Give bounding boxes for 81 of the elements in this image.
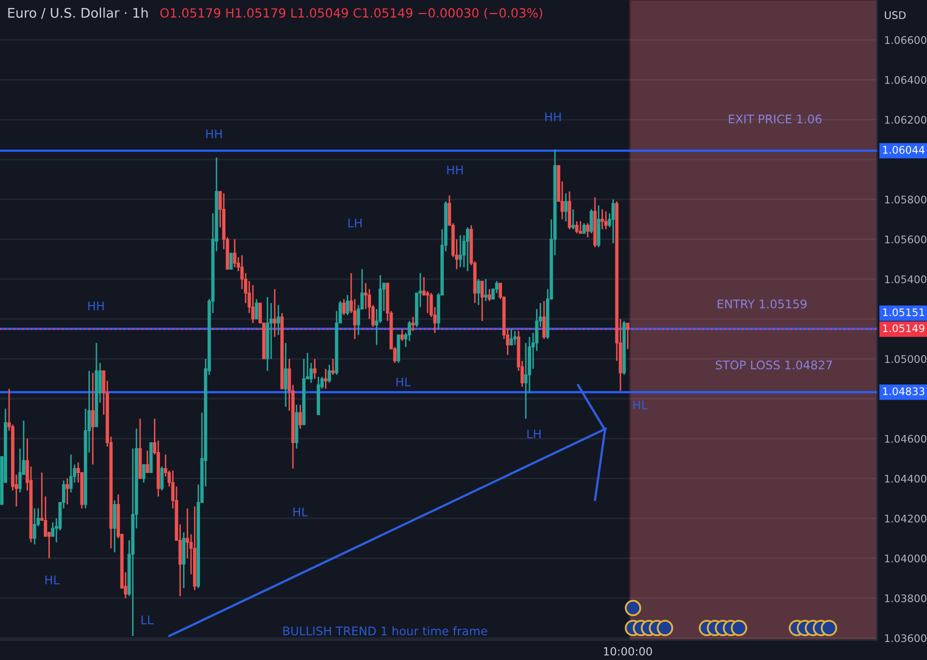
annotation: HH xyxy=(206,130,222,138)
annotation: HH xyxy=(447,166,463,174)
candlestick xyxy=(254,298,258,320)
ref-line-label: 1.06044 xyxy=(883,146,924,154)
candlestick xyxy=(298,404,302,430)
candlestick xyxy=(426,290,430,314)
candlestick xyxy=(458,234,462,268)
candlestick xyxy=(160,466,164,492)
y-tick-label: 1.05800 xyxy=(885,196,926,204)
candlestick xyxy=(542,300,546,340)
annotation: HH xyxy=(88,302,104,310)
y-tick-label: 1.06400 xyxy=(885,76,926,84)
y-axis-title: USD xyxy=(884,11,906,20)
candlestick xyxy=(251,284,255,324)
candlestick xyxy=(66,478,69,506)
candlestick xyxy=(400,328,404,342)
candlestick xyxy=(612,198,615,244)
ref-line-label: 1.04833 xyxy=(883,387,924,396)
ref-line-label: 1.05149 xyxy=(883,324,924,332)
candlestick xyxy=(590,208,593,234)
x-tick-label: 10:00:00 xyxy=(604,647,652,656)
annotation: LL xyxy=(142,616,154,624)
candlestick xyxy=(273,288,276,338)
annotation: LH xyxy=(348,218,362,228)
candlestick xyxy=(604,210,608,230)
candlestick xyxy=(466,226,470,272)
candlestick xyxy=(626,322,630,350)
y-tick-label: 1.04000 xyxy=(885,554,926,562)
annotation: ENTRY 1.05159 xyxy=(718,299,807,308)
candlestick xyxy=(586,222,590,238)
candlestick xyxy=(480,280,484,322)
y-tick-label: 1.04600 xyxy=(885,434,926,443)
candlestick xyxy=(324,368,328,390)
candlestick xyxy=(600,208,604,230)
y-tick-label: 1.05000 xyxy=(885,355,926,363)
annotation: HL xyxy=(633,400,648,410)
y-tick-label: 1.06200 xyxy=(885,116,926,124)
y-tick-label: 1.06600 xyxy=(885,36,926,44)
candlestick xyxy=(488,288,492,302)
text: O1.05179 H1.05179 L1.05049 C1.05149 −0.00030 (−0.03%) xyxy=(160,8,542,20)
candlestick xyxy=(342,298,346,316)
candlestick xyxy=(233,238,236,268)
text: Euro / U.S. Dollar · 1h xyxy=(8,8,148,19)
y-tick-label: 1.05600 xyxy=(885,235,926,244)
candlestick xyxy=(229,252,233,270)
y-tick-label: 1.03800 xyxy=(885,594,926,602)
candlestick xyxy=(575,220,578,234)
annotation: EXIT PRICE 1.06 xyxy=(728,114,822,124)
annotation: LH xyxy=(527,430,541,438)
candlestick xyxy=(69,454,73,494)
annotation: STOP LOSS 1.04827 xyxy=(716,360,832,370)
candlestick xyxy=(18,448,22,494)
candlestick xyxy=(276,304,280,336)
candlestick xyxy=(284,342,288,408)
annotation: BULLISH TREND 1 hour time frame xyxy=(283,626,488,636)
annotation: HL xyxy=(293,508,308,516)
candlestick xyxy=(346,294,350,316)
y-tick-label: 1.03600 xyxy=(885,634,926,642)
candlestick xyxy=(571,208,575,230)
annotation: HH xyxy=(545,112,561,122)
annotation: HL xyxy=(45,576,60,584)
candlestick xyxy=(513,330,517,346)
candlestick xyxy=(484,278,488,302)
candlestick xyxy=(564,192,568,222)
candlestick xyxy=(313,358,316,380)
candlestick xyxy=(32,508,36,545)
annotation: HL xyxy=(396,378,411,386)
candlestick xyxy=(142,464,146,484)
candlestick xyxy=(411,316,415,332)
y-tick-label: 1.04200 xyxy=(885,514,926,522)
ref-line-label: 1.05151 xyxy=(883,308,924,316)
y-tick-label: 1.05400 xyxy=(885,275,926,284)
candlestick xyxy=(510,328,513,346)
candlestick xyxy=(91,372,94,466)
candlestick xyxy=(331,358,335,376)
candlestick xyxy=(112,500,116,553)
candlestick xyxy=(476,278,480,306)
y-tick-label: 1.04400 xyxy=(885,474,926,483)
candlestick xyxy=(44,496,48,538)
candlestick xyxy=(146,450,150,474)
candlestick xyxy=(328,364,331,384)
